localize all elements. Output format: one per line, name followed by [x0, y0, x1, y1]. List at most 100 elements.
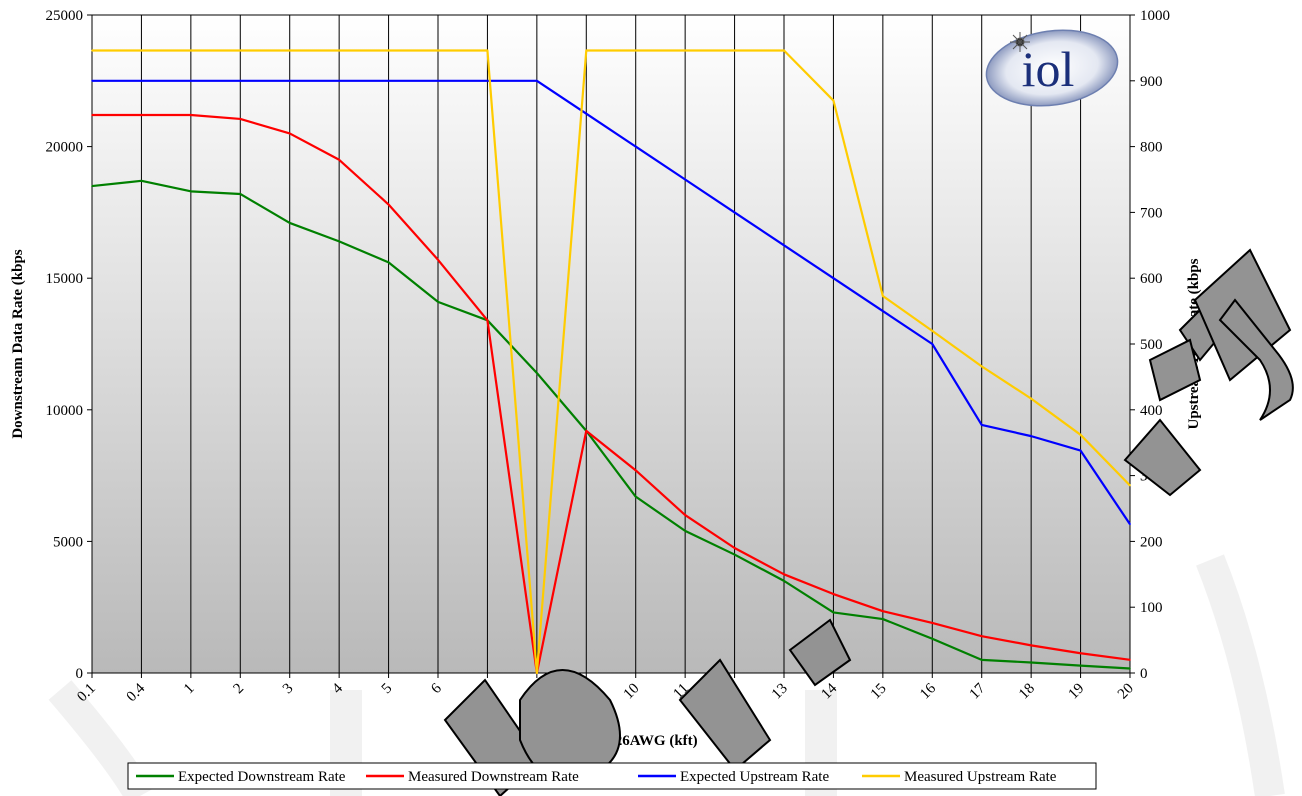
series-expected-downstream-rate: [91, 179, 1131, 670]
series-measured-upstream-rate: [92, 49, 1131, 675]
legend-label: Expected Downstream Rate: [178, 769, 346, 785]
data-point: [783, 49, 785, 52]
data-point: [832, 611, 835, 614]
data-point: [733, 211, 736, 214]
x-tick-label: 16: [917, 680, 939, 702]
y2-tick-label: 500: [1140, 337, 1163, 353]
data-point: [832, 99, 835, 102]
y2-tick-label: 0: [1140, 666, 1148, 682]
data-point: [288, 132, 291, 135]
data-point: [1030, 435, 1032, 437]
x-tick-label: 13: [769, 681, 791, 703]
data-point: [387, 203, 390, 206]
data-point: [931, 330, 934, 332]
data-point: [387, 49, 390, 52]
x-tick-label: 20: [1115, 681, 1137, 703]
data-point: [634, 469, 637, 472]
data-point: [91, 49, 93, 52]
x-tick-label: 17: [967, 680, 989, 702]
data-point: [486, 319, 489, 322]
data-point: [288, 222, 291, 224]
data-point: [239, 80, 242, 82]
iol-logo: iol: [985, 29, 1119, 107]
data-point: [1129, 484, 1131, 487]
data-point: [1079, 434, 1082, 436]
data-point: [634, 145, 637, 148]
data-point: [536, 372, 538, 374]
legend-box: [127, 762, 1097, 790]
data-point: [91, 185, 93, 187]
x-tick-label: 3: [280, 681, 297, 698]
data-point: [684, 514, 686, 516]
data-point: [288, 80, 291, 82]
data-point: [931, 622, 934, 624]
data-point: [239, 118, 242, 120]
data-point: [140, 180, 143, 182]
y2-tick-label: 800: [1140, 140, 1163, 156]
data-point: [634, 49, 637, 52]
data-point: [733, 547, 736, 549]
data-point: [931, 637, 934, 640]
y2-tick-label: 200: [1140, 534, 1163, 550]
x-tick-label: 15: [868, 681, 890, 703]
data-point: [536, 80, 538, 82]
data-point: [783, 573, 785, 576]
data-point: [437, 80, 439, 82]
data-point: [931, 343, 934, 345]
data-point: [486, 49, 489, 52]
x-tick-label: 2: [230, 681, 247, 698]
data-point: [1030, 644, 1032, 647]
data-point: [585, 49, 588, 52]
data-point: [140, 114, 143, 116]
x-tick-label: 10: [621, 681, 643, 703]
data-point: [288, 49, 291, 52]
legend: Expected Downstream Rate Measured Downstr…: [127, 762, 1097, 790]
x-tick-label: 0.4: [124, 680, 149, 705]
data-point: [882, 618, 884, 620]
x-tick-label: 18: [1016, 681, 1038, 703]
data-point: [882, 295, 884, 297]
data-point: [882, 610, 884, 612]
y2-tick-label: 1000: [1140, 8, 1170, 24]
data-point: [1129, 659, 1131, 661]
y-tick-label: 20000: [46, 140, 84, 156]
logo-text: iol: [1022, 41, 1075, 97]
data-point: [783, 244, 785, 247]
data-point: [437, 258, 439, 261]
data-point: [140, 80, 143, 82]
x-tick-label: 6: [428, 680, 445, 697]
y2-tick-label: 900: [1140, 74, 1163, 90]
data-point: [338, 158, 340, 161]
data-point: [338, 80, 340, 82]
data-point: [684, 178, 686, 181]
data-point: [437, 49, 439, 52]
data-point: [980, 424, 983, 426]
y-tick-label: 10000: [46, 403, 84, 419]
data-point: [1030, 661, 1032, 664]
data-point: [338, 49, 340, 52]
data-point: [1030, 397, 1032, 400]
data-point: [1129, 523, 1131, 526]
data-point: [882, 310, 884, 312]
data-point: [387, 261, 390, 264]
y2-tick-label: 400: [1140, 403, 1163, 419]
data-point: [190, 80, 192, 82]
y2-tick-label: 100: [1140, 600, 1163, 616]
data-point: [387, 80, 390, 82]
data-point: [585, 430, 588, 432]
series-measured-downstream-rate: [92, 113, 1131, 675]
series-expected-upstream-rate: [92, 79, 1131, 525]
data-point: [684, 530, 686, 532]
x-tick-label: 1: [181, 681, 198, 698]
data-point: [486, 80, 489, 82]
data-point: [1079, 664, 1082, 667]
y2-tick-label: 700: [1140, 205, 1163, 221]
data-point: [1129, 667, 1131, 670]
data-point: [980, 365, 983, 368]
data-point: [239, 49, 242, 52]
logo-star-icon: [1010, 32, 1030, 52]
data-point: [1079, 652, 1082, 655]
x-tick-label: 19: [1065, 681, 1087, 703]
data-point: [783, 580, 785, 582]
